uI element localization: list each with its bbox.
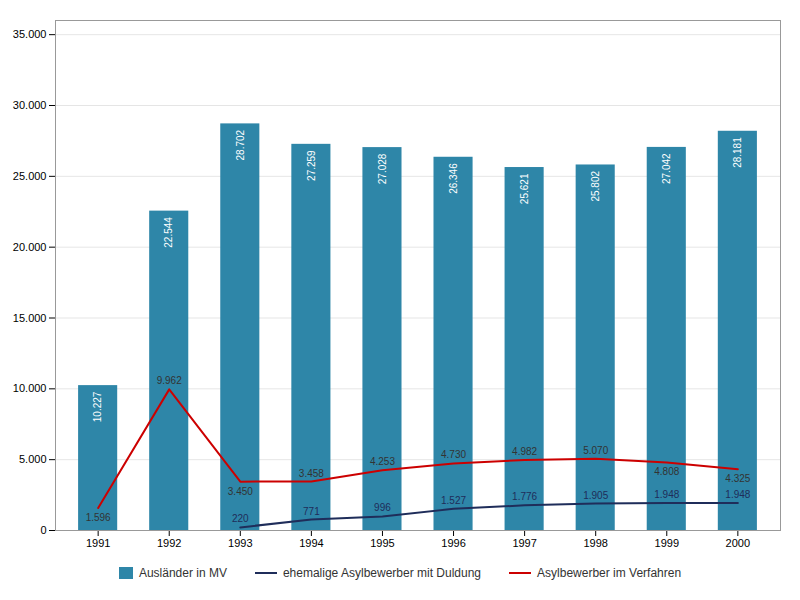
svg-text:35.000: 35.000 (13, 28, 47, 40)
svg-text:25.621: 25.621 (519, 173, 530, 204)
svg-text:0: 0 (40, 524, 46, 536)
svg-text:10.227: 10.227 (92, 391, 103, 422)
svg-text:1998: 1998 (583, 537, 607, 549)
svg-text:27.042: 27.042 (661, 153, 672, 184)
svg-text:25.000: 25.000 (13, 170, 47, 182)
svg-text:25.802: 25.802 (590, 171, 601, 202)
svg-text:4.253: 4.253 (370, 456, 395, 467)
svg-text:220: 220 (232, 513, 249, 524)
svg-text:4.982: 4.982 (512, 446, 537, 457)
svg-text:10.000: 10.000 (13, 382, 47, 394)
svg-text:1992: 1992 (157, 537, 181, 549)
svg-text:5.070: 5.070 (583, 445, 608, 456)
svg-text:1999: 1999 (655, 537, 679, 549)
svg-text:20.000: 20.000 (13, 241, 47, 253)
svg-text:1.905: 1.905 (583, 490, 608, 501)
svg-text:1994: 1994 (299, 537, 323, 549)
svg-text:2000: 2000 (726, 537, 750, 549)
svg-text:22.544: 22.544 (163, 217, 174, 248)
svg-text:3.458: 3.458 (299, 468, 324, 479)
svg-text:996: 996 (374, 502, 391, 513)
svg-text:26.346: 26.346 (448, 163, 459, 194)
svg-text:4.325: 4.325 (725, 473, 750, 484)
svg-text:1996: 1996 (441, 537, 465, 549)
svg-text:771: 771 (303, 506, 320, 517)
svg-text:28.702: 28.702 (235, 129, 246, 160)
svg-text:1995: 1995 (370, 537, 394, 549)
svg-text:27.259: 27.259 (306, 150, 317, 181)
svg-text:1993: 1993 (228, 537, 252, 549)
svg-text:9.962: 9.962 (157, 375, 182, 386)
html-text:Ausländer in MV: Ausländer in MV (138, 566, 227, 580)
svg-text:1.776: 1.776 (512, 491, 537, 502)
svg-text:4.730: 4.730 (441, 449, 466, 460)
svg-text:1.527: 1.527 (441, 495, 466, 506)
svg-text:1991: 1991 (86, 537, 110, 549)
svg-text:28.181: 28.181 (732, 137, 743, 168)
html-text:Asylbewerber im Verfahren: Asylbewerber im Verfahren (537, 566, 682, 580)
svg-text:30.000: 30.000 (13, 99, 47, 111)
svg-text:5.000: 5.000 (19, 453, 47, 465)
html-text:ehemalige Asylbewerber mit Dul: ehemalige Asylbewerber mit Duldung (282, 566, 481, 580)
svg-text:1997: 1997 (512, 537, 536, 549)
svg-text:1.596: 1.596 (86, 512, 111, 523)
svg-text:3.450: 3.450 (228, 486, 253, 497)
svg-text:4.808: 4.808 (654, 466, 679, 477)
svg-text:1.948: 1.948 (725, 489, 750, 500)
svg-text:27.028: 27.028 (377, 153, 388, 184)
svg-text:15.000: 15.000 (13, 312, 47, 324)
svg-text:1.948: 1.948 (654, 489, 679, 500)
